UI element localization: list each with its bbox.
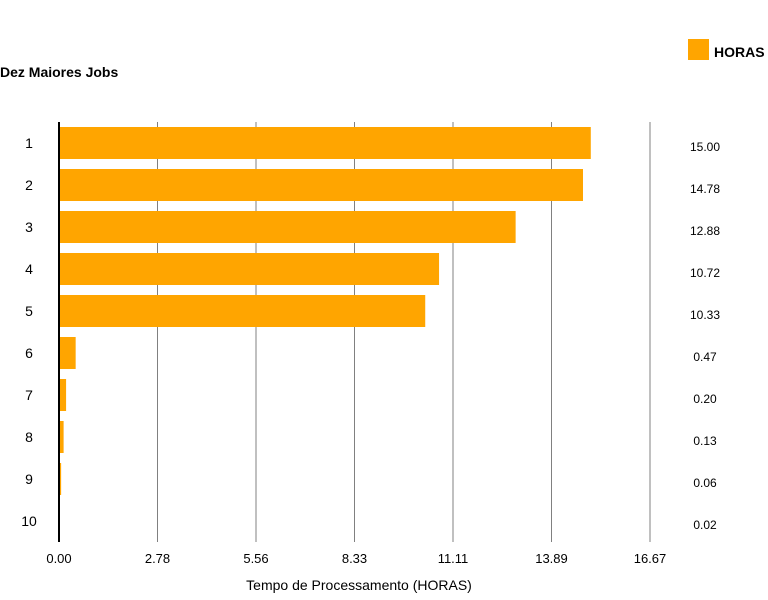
legend: HORAS <box>688 39 765 60</box>
x-tick-label: 13.89 <box>535 551 568 566</box>
category-label: 7 <box>25 387 33 403</box>
category-label: 8 <box>25 429 33 445</box>
bar <box>59 295 426 327</box>
bar <box>59 211 516 243</box>
category-label: 5 <box>25 303 33 319</box>
bar <box>59 463 62 495</box>
value-label: 0.13 <box>693 434 717 448</box>
bars <box>59 127 591 537</box>
value-label: 12.88 <box>690 224 720 238</box>
value-label: 15.00 <box>690 140 720 154</box>
x-tick-label: 11.11 <box>438 551 469 566</box>
category-label: 2 <box>25 177 33 193</box>
x-tick-label: 2.78 <box>145 551 170 566</box>
category-label: 3 <box>25 219 33 235</box>
x-tick-label: 16.67 <box>634 551 667 566</box>
value-label: 10.72 <box>690 266 720 280</box>
legend-swatch-horas <box>688 39 709 60</box>
legend-label-horas: HORAS <box>714 44 765 60</box>
value-label: 0.20 <box>693 392 717 406</box>
category-label: 10 <box>21 513 37 529</box>
value-labels: 15.00 14.78 12.88 10.72 10.33 0.47 0.20 0.13 0.0… <box>690 140 720 532</box>
category-label: 4 <box>25 261 33 277</box>
bar <box>59 421 64 453</box>
value-label: 0.06 <box>693 476 717 490</box>
category-label: 6 <box>25 345 33 361</box>
x-tick-label: 5.56 <box>243 551 268 566</box>
bar <box>59 379 67 411</box>
x-tick-labels: 0.00 2.78 5.56 8.33 11.11 13.89 16.67 <box>46 551 666 566</box>
bar <box>59 253 440 285</box>
bar <box>59 169 583 201</box>
bar <box>59 337 76 369</box>
chart-title: Dez Maiores Jobs <box>0 64 118 80</box>
value-label: 0.02 <box>693 518 717 532</box>
category-label: 1 <box>25 135 33 151</box>
category-label: 9 <box>25 471 33 487</box>
value-label: 0.47 <box>693 350 717 364</box>
x-tick-label: 8.33 <box>342 551 367 566</box>
x-tick-label: 0.00 <box>46 551 71 566</box>
value-label: 14.78 <box>690 182 720 196</box>
x-axis-label: Tempo de Processamento (HORAS) <box>246 577 472 593</box>
category-labels: 1 2 3 4 5 6 7 8 9 10 <box>21 135 37 529</box>
bar <box>59 127 591 159</box>
value-label: 10.33 <box>690 308 720 322</box>
